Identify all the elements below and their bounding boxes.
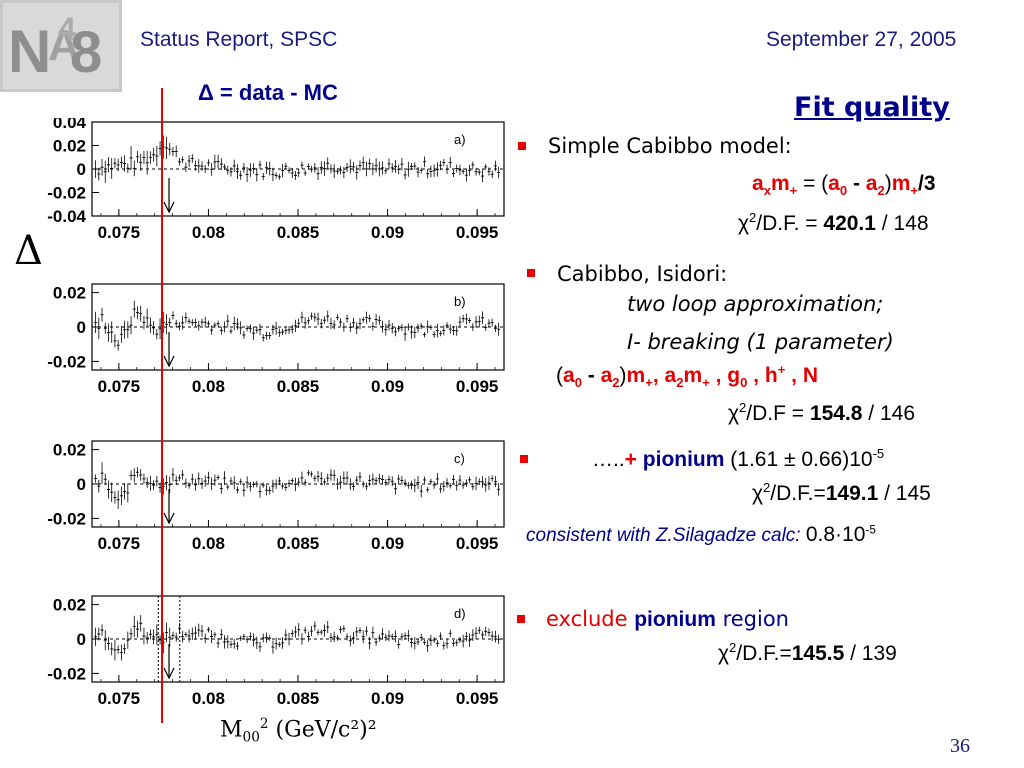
- fit2-line3: I- breaking (1 parameter): [627, 330, 894, 354]
- svg-text:8: 8: [70, 20, 102, 85]
- x-tick-label: 0.095: [456, 534, 499, 553]
- panel-label: a): [454, 132, 466, 147]
- x-tick-label: 0.08: [192, 689, 225, 708]
- chart-svg: 0.075 0.08 0.085 0.09 0.095 0.04 0.02 0 -0.02 -0.…: [47, 113, 505, 242]
- x-tick-label: 0.085: [277, 223, 320, 242]
- x-tick-label: 0.075: [98, 534, 141, 553]
- x-tick-label: 0.085: [277, 689, 320, 708]
- panel-label: b): [454, 294, 466, 309]
- chart-svg: 0.075 0.08 0.085 0.09 0.095 0.02 0 -0.02 c): [47, 440, 505, 553]
- header-left-text: Status Report, SPSC: [140, 28, 338, 51]
- y-tick-label: 0: [77, 475, 86, 494]
- y-tick-label: -0.02: [47, 509, 86, 528]
- x-tick-label: 0.08: [192, 223, 225, 242]
- svg-text:4: 4: [58, 11, 76, 47]
- chart-panel-d: 0.075 0.08 0.085 0.09 0.095 0.02 0 -0.02 d): [30, 592, 510, 712]
- y-tick-label: -0.02: [47, 664, 86, 683]
- fit1-formula: axm+ = (a0 - a2)m+/3: [752, 172, 936, 199]
- y-tick-label: 0.02: [53, 596, 86, 615]
- bullet-icon: [520, 455, 528, 463]
- x-tick-label: 0.095: [456, 223, 499, 242]
- bullet-icon: [517, 615, 525, 623]
- x-tick-label: 0.075: [98, 223, 141, 242]
- page-number: 36: [950, 735, 970, 757]
- panel-label: c): [454, 451, 465, 466]
- fit3-pionium: …..+ pionium (1.61 ± 0.66)10-5: [592, 446, 885, 471]
- fit3-note: consistent with Z.Silagadze calc: 0.8·10…: [526, 523, 876, 546]
- y-tick-label: -0.02: [47, 352, 86, 371]
- bullet-icon: [527, 269, 535, 277]
- fit1-chi2: χ2/D.F. = 420.1 / 148: [738, 210, 929, 235]
- na48-logo: N A 8 4: [0, 0, 122, 92]
- fit2-line2: two loop approximation;: [627, 292, 884, 316]
- fit2-params: (a0 - a2)m+, a2m+ , g0 , h+ , N: [556, 362, 818, 391]
- y-tick-label: 0: [77, 630, 86, 649]
- x-tick-label: 0.075: [98, 377, 141, 396]
- threshold-arrow-head: [163, 201, 175, 214]
- threshold-arrow-head: [163, 512, 175, 525]
- threshold-arrow-head: [163, 355, 175, 368]
- x-tick-label: 0.085: [277, 534, 320, 553]
- svg-text:A: A: [48, 21, 80, 70]
- delta-axis-label: Δ: [14, 228, 43, 274]
- svg-text:N: N: [8, 18, 51, 85]
- y-tick-label: 0.02: [53, 137, 86, 156]
- threshold-arrow-head: [163, 667, 175, 680]
- y-tick-label: 0.02: [53, 284, 86, 303]
- x-tick-label: 0.085: [277, 377, 320, 396]
- y-tick-label: 0.02: [53, 441, 86, 460]
- x-tick-label: 0.095: [456, 377, 499, 396]
- chart-panel-a: 0.075 0.08 0.085 0.09 0.095 0.04 0.02 0 -0.02 -0.…: [30, 113, 510, 246]
- fit1-label: Simple Cabibbo model:: [548, 134, 792, 158]
- x-tick-label: 0.08: [192, 534, 225, 553]
- chart-svg: 0.075 0.08 0.085 0.09 0.095 0.02 0 -0.02 b): [47, 283, 505, 396]
- x-tick-label: 0.09: [371, 377, 404, 396]
- pionium-marker-line: [161, 88, 163, 723]
- bullet-icon: [518, 142, 526, 150]
- y-tick-label: -0.02: [47, 184, 86, 203]
- panel-label: d): [454, 606, 466, 621]
- fit4-label: exclude pionium region: [546, 607, 789, 631]
- chart-panel-c: 0.075 0.08 0.085 0.09 0.095 0.02 0 -0.02 c): [30, 437, 510, 557]
- y-tick-label: 0: [77, 160, 86, 179]
- x-axis-label: M002 (GeV/c²)²: [220, 716, 377, 746]
- x-tick-label: 0.075: [98, 689, 141, 708]
- chart-svg: 0.075 0.08 0.085 0.09 0.095 0.02 0 -0.02 d): [47, 595, 505, 708]
- x-tick-label: 0.095: [456, 689, 499, 708]
- y-tick-label: 0.04: [53, 118, 87, 132]
- x-tick-label: 0.09: [371, 689, 404, 708]
- y-tick-label: -0.04: [47, 207, 86, 226]
- header-date: September 27, 2005: [766, 28, 957, 51]
- x-tick-label: 0.09: [371, 534, 404, 553]
- x-tick-label: 0.08: [192, 377, 225, 396]
- fit4-chi2: χ2/D.F.=145.5 / 139: [718, 640, 897, 665]
- fit-quality-title: Fit quality: [794, 92, 950, 123]
- x-tick-label: 0.09: [371, 223, 404, 242]
- fit2-chi2: χ2/D.F = 154.8 / 146: [728, 400, 915, 425]
- delta-title: Δ = data - MC: [198, 80, 338, 105]
- y-tick-label: 0: [77, 318, 86, 337]
- fit3-chi2: χ2/D.F.=149.1 / 145: [752, 480, 931, 505]
- fit2-label: Cabibbo, Isidori:: [557, 262, 728, 286]
- chart-panel-b: 0.075 0.08 0.085 0.09 0.095 0.02 0 -0.02 b): [30, 280, 510, 400]
